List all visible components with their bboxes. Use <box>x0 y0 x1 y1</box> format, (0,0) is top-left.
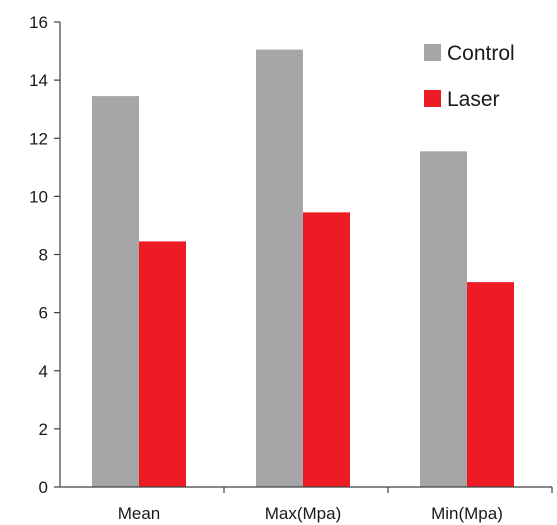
bars <box>92 49 514 487</box>
bar-laser-1 <box>139 241 186 487</box>
x-category-label: Max(Mpa) <box>265 504 342 523</box>
y-tick-label: 0 <box>39 478 48 497</box>
y-tick-label: 14 <box>29 71 48 90</box>
legend-swatch-laser <box>424 90 441 107</box>
legend-label-control: Control <box>447 42 515 65</box>
bar-control-1 <box>92 96 139 487</box>
y-tick-label: 6 <box>39 304 48 323</box>
y-axis: 0 2 4 6 8 10 12 14 16 <box>29 13 61 497</box>
y-tick-label: 2 <box>39 420 48 439</box>
y-tick-label: 12 <box>29 129 48 148</box>
x-category-label: Min(Mpa) <box>431 504 503 523</box>
y-tick-label: 16 <box>29 13 48 32</box>
bar-control-3 <box>420 151 467 487</box>
bar-control-2 <box>256 49 303 487</box>
legend-swatch-control <box>424 44 441 61</box>
legend-label-laser: Laser <box>447 88 500 111</box>
x-axis: Mean Max(Mpa) Min(Mpa) <box>60 486 553 523</box>
y-tick-label: 10 <box>29 187 48 206</box>
x-category-label: Mean <box>118 504 161 523</box>
bar-laser-3 <box>467 282 514 487</box>
legend: Control Laser <box>424 42 515 111</box>
bar-laser-2 <box>303 212 350 487</box>
y-tick-label: 4 <box>39 362 48 381</box>
y-tick-label: 8 <box>39 246 48 265</box>
